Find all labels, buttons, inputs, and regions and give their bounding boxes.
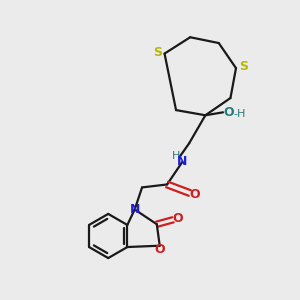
Text: O: O <box>154 243 165 256</box>
Text: -H: -H <box>234 109 246 119</box>
Text: N: N <box>177 155 188 168</box>
Text: O: O <box>172 212 183 225</box>
Text: S: S <box>239 60 248 73</box>
Text: H: H <box>172 151 180 161</box>
Text: N: N <box>130 203 140 216</box>
Text: S: S <box>153 46 162 59</box>
Text: O: O <box>224 106 234 119</box>
Text: O: O <box>190 188 200 201</box>
